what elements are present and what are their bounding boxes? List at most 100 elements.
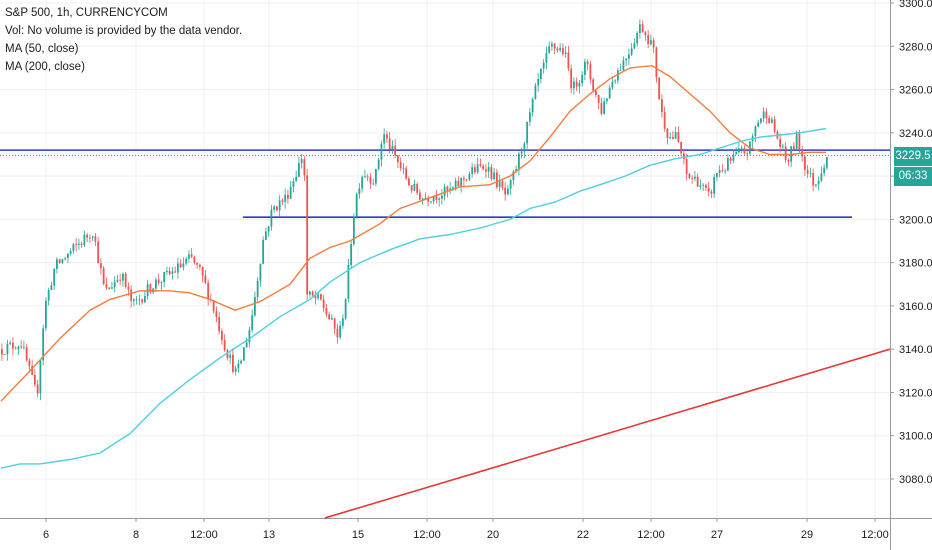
candle-body <box>306 175 309 295</box>
x-tick-label: 29 <box>801 529 813 541</box>
candle-body <box>190 254 193 257</box>
candle-body <box>740 148 743 150</box>
candle-body <box>567 52 570 69</box>
candle-body <box>251 315 254 330</box>
candle-body <box>416 184 419 193</box>
candle-body <box>185 258 188 264</box>
candle-body <box>743 148 746 154</box>
candle-body <box>267 226 270 232</box>
candle-body <box>155 279 157 289</box>
candle-body <box>691 177 694 179</box>
candle-body <box>347 264 350 300</box>
candle-body <box>292 181 295 188</box>
candle-body <box>595 90 597 96</box>
candle-body <box>391 145 394 150</box>
candle-body <box>91 236 94 238</box>
candle-body <box>311 291 314 296</box>
candle-body <box>243 347 245 361</box>
candle-body <box>12 342 14 349</box>
candle-body <box>795 131 798 150</box>
candle-body <box>457 180 460 187</box>
candle-body <box>287 194 289 199</box>
candle-body <box>6 343 9 355</box>
candle-body <box>223 340 226 351</box>
candle-body <box>710 191 713 194</box>
candle-body <box>17 346 20 350</box>
candle-body <box>86 234 89 238</box>
candle-body <box>199 264 201 267</box>
candle-body <box>350 243 353 265</box>
x-tick-label: 12:00 <box>861 529 889 541</box>
candle-body <box>581 74 584 84</box>
candle-body <box>672 137 674 139</box>
candle-body <box>729 158 732 161</box>
candle-body <box>300 159 303 163</box>
candle-body <box>826 157 828 168</box>
candle-body <box>245 342 248 348</box>
candle-body <box>465 179 468 181</box>
candle-body <box>358 188 361 195</box>
candle-body <box>130 289 133 301</box>
candle-body <box>471 167 474 174</box>
y-tick-label: 3300.0 <box>899 0 932 10</box>
candle-body <box>441 195 443 199</box>
candle-body <box>702 184 705 186</box>
candle-body <box>694 176 696 179</box>
candle-body <box>333 318 336 329</box>
y-tick-label: 3180.0 <box>899 258 932 270</box>
candle-body <box>746 153 749 155</box>
candle-body <box>408 178 410 186</box>
candle-body <box>688 173 691 178</box>
candle-body <box>537 78 540 86</box>
candle-body <box>622 60 625 71</box>
candle-body <box>677 132 680 142</box>
candle-body <box>443 186 446 196</box>
candle-body <box>256 280 259 297</box>
candle-body <box>100 263 102 269</box>
candle-body <box>124 273 127 287</box>
candle-body <box>138 299 141 301</box>
candle-body <box>548 46 551 53</box>
trendline <box>324 348 891 519</box>
candle-body <box>663 112 666 129</box>
candle-body <box>798 131 801 150</box>
candle-body <box>97 241 100 264</box>
candle-body <box>452 187 454 189</box>
candle-body <box>144 296 146 303</box>
candle-body <box>254 296 256 316</box>
candle-body <box>163 271 166 283</box>
candle-body <box>435 196 438 200</box>
candle-body <box>309 291 311 295</box>
candle-body <box>463 178 465 180</box>
candle-body <box>507 188 509 195</box>
candle-body <box>699 185 702 187</box>
candle-body <box>221 331 223 341</box>
candle-body <box>105 284 108 288</box>
candle-body <box>493 172 496 179</box>
candle-body <box>270 209 273 227</box>
candle-body <box>619 70 622 71</box>
candle-body <box>721 170 724 171</box>
ma200-label[interactable]: MA (200, close) <box>5 61 85 73</box>
ma50-label[interactable]: MA (50, close) <box>5 43 79 55</box>
candle-body <box>372 183 375 185</box>
candle-body <box>696 176 699 187</box>
x-tick-label: 8 <box>133 529 139 541</box>
candle-body <box>504 187 507 195</box>
candle-body <box>754 126 757 137</box>
ma200-line <box>0 127 827 469</box>
candle-body <box>652 40 655 48</box>
candle-body <box>248 329 251 343</box>
candle-body <box>512 171 515 181</box>
candle-body <box>336 328 339 338</box>
candle-body <box>174 271 177 273</box>
candle-body <box>116 279 119 282</box>
symbol-label[interactable]: S&P 500, 1h, CURRENCYCOM <box>5 7 168 19</box>
candle-body <box>614 80 617 82</box>
candle-body <box>226 350 229 358</box>
x-tick-label: 13 <box>263 529 275 541</box>
candle-body <box>644 32 647 36</box>
volume-label[interactable]: Vol: No volume is provided by the data v… <box>5 25 243 37</box>
